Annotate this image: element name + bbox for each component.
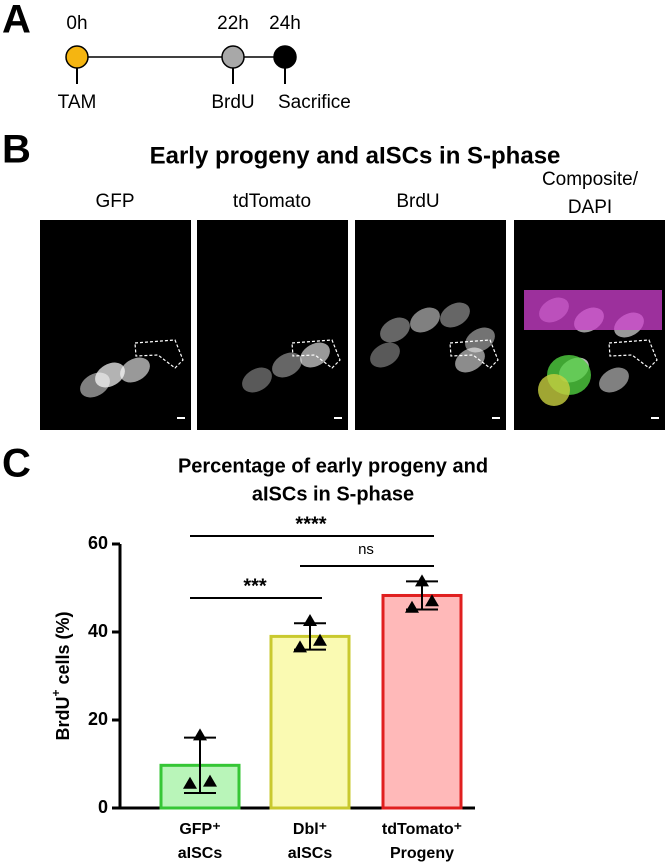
significance-label: ns [358, 541, 374, 558]
panel-title: Early progeny and aISCs in S-phase [150, 142, 561, 169]
data-point [193, 728, 207, 741]
chart-title: aISCs in S-phase [252, 483, 414, 505]
chart-title: Percentage of early progeny and [178, 455, 488, 477]
cell [380, 317, 410, 343]
event-label: BrdU [211, 92, 254, 113]
event-label: TAM [58, 92, 97, 113]
y-tick-label: 0 [98, 797, 108, 817]
timepoint [221, 45, 245, 69]
x-tick-label: Dbl⁺ [293, 821, 327, 838]
outline [449, 339, 499, 369]
timepoint [65, 45, 89, 69]
data-point [415, 574, 429, 587]
outline [291, 339, 341, 369]
data-point [183, 776, 197, 789]
time-label: 0h [66, 13, 87, 34]
channel-label: tdTomato [233, 191, 311, 212]
overlay [538, 374, 570, 406]
x-tick-label: GFP⁺ [179, 821, 220, 838]
channel-label: Composite/ [542, 169, 639, 190]
outline [608, 339, 658, 369]
cell [440, 302, 470, 328]
data-point [303, 614, 317, 626]
cell [120, 357, 150, 383]
cell [370, 342, 400, 368]
data-point [313, 633, 327, 646]
x-tick-label: aISCs [178, 845, 223, 862]
data-point [293, 640, 307, 653]
data-point [203, 774, 217, 787]
cell [455, 347, 485, 373]
cell [272, 352, 302, 378]
channel-label: DAPI [568, 197, 612, 218]
bar [269, 634, 351, 810]
significance-label: **** [295, 513, 326, 535]
y-tick-label: 60 [88, 533, 108, 553]
panel-label: B [2, 128, 31, 172]
data-point [425, 594, 439, 607]
y-tick-label: 40 [88, 621, 108, 641]
time-label: 24h [269, 13, 301, 34]
significance-label: *** [243, 575, 267, 597]
x-tick-label: aISCs [288, 845, 333, 862]
channel-label: BrdU [396, 191, 439, 212]
cell [465, 327, 495, 353]
y-tick-label: 20 [88, 709, 108, 729]
bar [381, 593, 463, 810]
micrograph [40, 220, 191, 430]
panel-label: C [2, 442, 31, 486]
overlay [524, 290, 662, 330]
cell [80, 372, 110, 398]
outline [134, 339, 184, 369]
cell [599, 367, 629, 393]
panel-label: A [2, 0, 31, 42]
cell [242, 367, 272, 393]
channel-label: GFP [95, 191, 134, 212]
timepoint [273, 45, 297, 69]
cell [300, 342, 330, 368]
cell [410, 307, 440, 333]
data-point [405, 600, 419, 613]
x-tick-label: tdTomato⁺ [382, 821, 462, 838]
time-label: 22h [217, 13, 249, 34]
event-label: Sacrifice [278, 92, 351, 113]
x-tick-label: Progeny [390, 845, 454, 862]
y-axis-label: BrdU+ cells (%) [49, 611, 73, 740]
micrograph [197, 220, 348, 430]
